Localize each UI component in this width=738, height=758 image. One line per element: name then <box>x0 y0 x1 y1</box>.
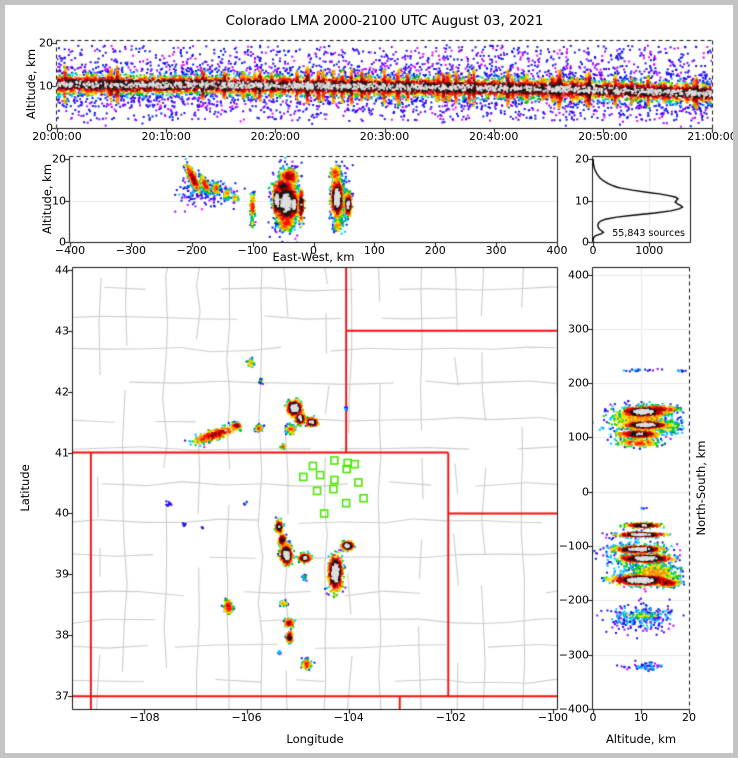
x-tick-label: −100 <box>237 244 268 257</box>
x-tick-label: 10 <box>634 711 648 724</box>
x-tick-label: −106 <box>231 711 262 724</box>
x-tick-label: 21:00:00 <box>687 130 737 143</box>
y-tick-label: 44 <box>55 263 69 277</box>
x-tick-label: −102 <box>435 711 466 724</box>
x-tick-label: 400 <box>546 244 568 257</box>
east-west-altitude-panel <box>56 143 571 256</box>
y-tick-label: 39 <box>55 567 69 581</box>
y-tick-label: 41 <box>55 446 69 460</box>
y-tick-label: 200 <box>568 376 589 390</box>
y-tick-label: −300 <box>558 648 589 662</box>
y-tick-label: 42 <box>55 385 69 399</box>
x-tick-label: 20:10:00 <box>141 130 191 143</box>
x-tick-label: 1000 <box>635 244 664 257</box>
x-tick-label: −104 <box>333 711 364 724</box>
y-tick-label: 38 <box>55 628 69 642</box>
y-tick-label: 20 <box>39 36 53 50</box>
y-tick-label: 10 <box>52 194 66 208</box>
ew-panel-xlabel: East-West, km <box>272 250 355 264</box>
x-tick-label: −200 <box>176 244 207 257</box>
source-count-label: 55,843 sources <box>612 228 685 239</box>
map-ylabel: Latitude <box>18 464 32 512</box>
x-tick-label: 20:50:00 <box>578 130 628 143</box>
x-tick-label: 0 <box>589 244 597 257</box>
x-tick-label: 20 <box>682 711 696 724</box>
y-tick-label: 20 <box>575 152 589 166</box>
north-south-altitude-panel <box>579 254 703 723</box>
y-tick-label: 0 <box>46 121 53 135</box>
x-tick-label: 100 <box>363 244 385 257</box>
x-tick-label: 0 <box>589 711 597 724</box>
ns-panel-xlabel: Altitude, km <box>605 732 677 746</box>
x-tick-label: −300 <box>115 244 146 257</box>
x-tick-label: −400 <box>54 244 86 257</box>
y-tick-label: −200 <box>558 593 589 607</box>
x-tick-label: 0 <box>310 244 317 257</box>
x-tick-label: 300 <box>485 244 507 257</box>
figure-title: Colorado LMA 2000-2100 UTC August 03, 20… <box>225 13 544 29</box>
y-tick-label: 20 <box>52 152 66 166</box>
y-tick-label: 300 <box>568 322 589 336</box>
ns-panel-ylabel: North-South, km <box>694 440 708 536</box>
y-tick-label: 40 <box>55 506 69 520</box>
y-tick-label: 100 <box>568 430 589 444</box>
time-altitude-panel <box>43 27 726 142</box>
y-tick-label: 37 <box>55 689 69 703</box>
y-tick-label: −400 <box>558 702 589 716</box>
altitude-histogram-panel <box>579 143 704 256</box>
y-tick-label: 0 <box>59 235 66 249</box>
y-tick-label: 43 <box>55 324 69 338</box>
x-tick-label: 20:40:00 <box>468 130 519 143</box>
map-panel <box>59 254 571 723</box>
y-tick-label: 0 <box>582 485 589 499</box>
y-tick-label: 0 <box>582 235 589 249</box>
x-tick-label: 20:00:00 <box>32 130 82 143</box>
y-tick-label: 10 <box>39 79 53 93</box>
map-xlabel: Longitude <box>286 732 344 746</box>
y-tick-label: 10 <box>575 194 589 208</box>
x-tick-label: −108 <box>129 711 160 724</box>
x-tick-label: 20:20:00 <box>250 130 301 143</box>
x-tick-label: 200 <box>424 244 446 257</box>
x-tick-label: −100 <box>537 711 569 724</box>
y-tick-label: 400 <box>568 268 589 282</box>
y-tick-label: −100 <box>558 539 589 553</box>
x-tick-label: 20:30:00 <box>359 130 410 143</box>
